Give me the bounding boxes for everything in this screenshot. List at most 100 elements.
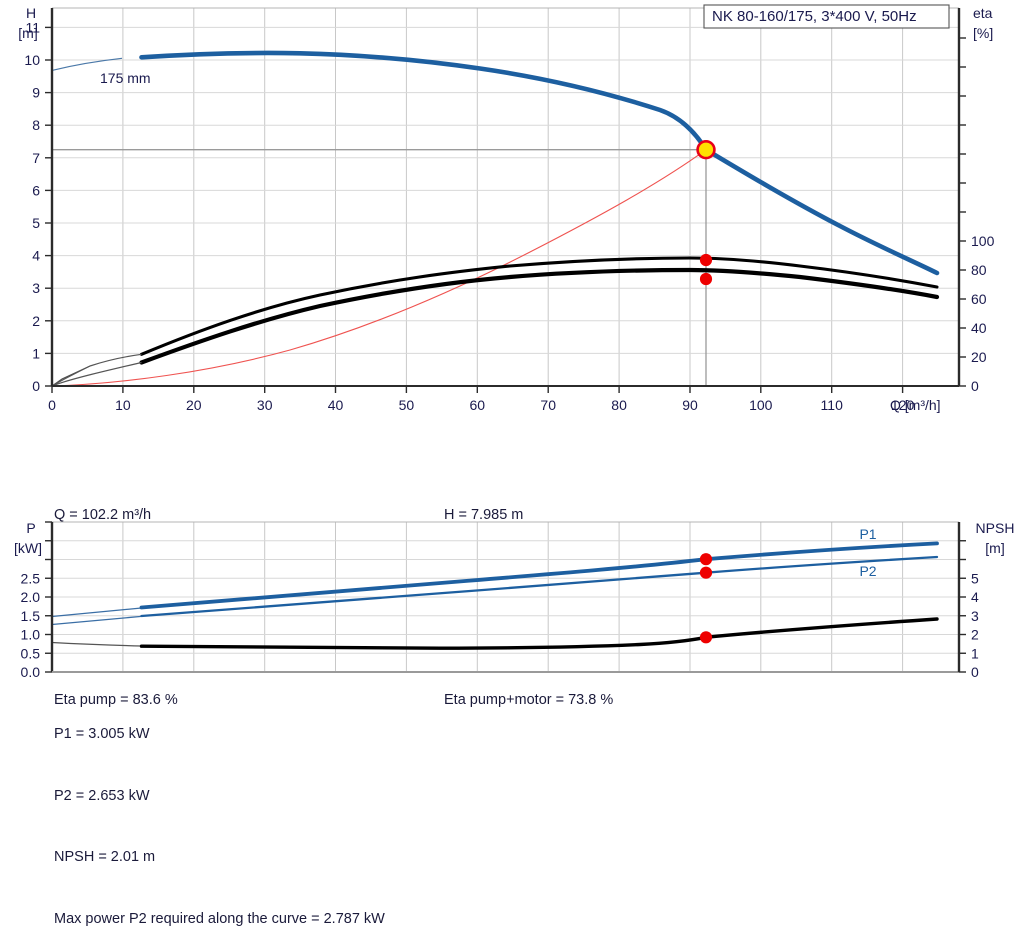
svg-text:4: 4 — [971, 589, 979, 605]
svg-text:40: 40 — [328, 397, 344, 413]
svg-text:20: 20 — [186, 397, 202, 413]
eta-pump-motor-point-marker[interactable] — [699, 272, 713, 286]
svg-text:30: 30 — [257, 397, 273, 413]
svg-text:4: 4 — [32, 248, 40, 264]
svg-text:6: 6 — [32, 182, 40, 198]
bottom-y-left-ticklabels: 0.0 0.5 1.0 1.5 2.0 2.5 — [21, 570, 41, 680]
info-npsh: NPSH = 2.01 m — [54, 849, 156, 865]
bottom-y-right-title-line1: NPSH — [976, 520, 1015, 536]
svg-text:60: 60 — [470, 397, 486, 413]
svg-text:70: 70 — [540, 397, 556, 413]
svg-text:20: 20 — [971, 349, 987, 365]
svg-text:2: 2 — [971, 627, 979, 643]
svg-text:7: 7 — [32, 150, 40, 166]
svg-text:110: 110 — [821, 397, 844, 413]
top-plot-background — [52, 8, 959, 386]
info-eta-pump: Eta pump = 83.6 % — [54, 691, 178, 708]
svg-text:2.0: 2.0 — [21, 589, 41, 605]
svg-text:5: 5 — [32, 215, 40, 231]
info-q: Q = 102.2 m³/h — [54, 507, 152, 523]
bottom-y-left-title-line1: P — [26, 520, 35, 536]
eta-pump-motor-curve — [139, 267, 940, 365]
svg-text:0: 0 — [971, 378, 979, 394]
svg-text:0: 0 — [971, 664, 979, 680]
bottom-y-left-title-line2: [kW] — [14, 540, 42, 556]
p1-point-marker[interactable] — [699, 553, 713, 566]
svg-text:90: 90 — [682, 397, 698, 413]
top-y-left-title-line1: H — [26, 5, 36, 21]
svg-text:10: 10 — [24, 52, 40, 68]
bottom-chart-svg: P1 P2 0.0 0.5 1.0 1.5 2.0 2.5 P [kW] 0 — [14, 520, 1015, 680]
bottom-y-right-title-line2: [m] — [985, 540, 1004, 556]
svg-text:50: 50 — [399, 397, 415, 413]
svg-text:2: 2 — [32, 313, 40, 329]
chart-title-label: NK 80-160/175, 3*400 V, 50Hz — [712, 8, 917, 25]
npsh-curve — [139, 617, 939, 650]
svg-text:100: 100 — [749, 397, 773, 413]
top-y-right-title-line1: eta — [973, 5, 993, 21]
svg-text:0.5: 0.5 — [21, 645, 41, 661]
svg-text:40: 40 — [971, 320, 987, 336]
info-p1: P1 = 3.005 kW — [54, 726, 150, 742]
svg-text:80: 80 — [611, 397, 627, 413]
p2-curve-extension — [51, 615, 142, 626]
top-x-axis-title: Q [m³/h] — [890, 397, 941, 413]
svg-text:5: 5 — [971, 570, 979, 586]
svg-text:120: 120 — [891, 397, 915, 413]
head-curve-extension — [51, 57, 123, 71]
top-x-ticks — [51, 386, 904, 393]
info-p2: P2 = 2.653 kW — [54, 787, 150, 804]
svg-text:10: 10 — [115, 397, 131, 413]
npsh-point-marker[interactable] — [699, 631, 713, 644]
svg-text:1.0: 1.0 — [21, 627, 41, 643]
svg-text:8: 8 — [32, 117, 40, 133]
head-efficiency-chart: 0 1 2 3 4 5 6 7 8 9 10 11 H [m] 0 20 40 … — [0, 0, 1024, 420]
top-y-right-ticklabels: 0 20 40 60 80 100 — [971, 233, 995, 394]
top-y-left-ticklabels: 0 1 2 3 4 5 6 7 8 9 10 11 — [24, 19, 40, 394]
p1-series-label: P1 — [859, 526, 876, 542]
info-eta-pump-motor: Eta pump+motor = 73.8 % — [444, 691, 614, 708]
svg-text:1: 1 — [32, 345, 40, 361]
info-h: H = 7.985 m — [444, 507, 524, 523]
svg-text:9: 9 — [32, 85, 40, 101]
info-max-power: Max power P2 required along the curve = … — [54, 910, 385, 927]
duty-point-guides — [52, 149, 707, 386]
p2-series-label: P2 — [859, 563, 876, 579]
top-y-left-ticks — [45, 26, 52, 387]
eta-pump-motor-curve-origin — [51, 361, 142, 387]
svg-text:100: 100 — [971, 233, 995, 249]
svg-text:2.5: 2.5 — [21, 570, 41, 586]
svg-text:0: 0 — [32, 378, 40, 394]
svg-text:3: 3 — [971, 608, 979, 624]
top-y-left-title-line2: [m] — [18, 25, 37, 41]
svg-text:0.0: 0.0 — [21, 664, 41, 680]
operating-data-bottom: P1 = 3.005 kW P2 = 2.653 kW NPSH = 2.01 … — [54, 683, 1014, 950]
svg-text:3: 3 — [32, 280, 40, 296]
eta-pump-point-marker[interactable] — [699, 253, 713, 267]
svg-text:11: 11 — [25, 19, 40, 35]
top-chart-svg: 0 1 2 3 4 5 6 7 8 9 10 11 H [m] 0 20 40 … — [18, 4, 995, 413]
svg-text:0: 0 — [48, 397, 56, 413]
system-curve — [51, 149, 707, 387]
bottom-y-left-ticks — [45, 521, 52, 673]
p1-curve — [139, 541, 939, 610]
svg-text:60: 60 — [971, 291, 987, 307]
power-npsh-chart: P1 P2 0.0 0.5 1.0 1.5 2.0 2.5 P [kW] 0 — [0, 515, 1024, 680]
bottom-y-right-ticklabels: 0 1 2 3 4 5 — [971, 570, 979, 680]
svg-text:80: 80 — [971, 262, 987, 278]
eta-pump-curve-extension — [89, 353, 142, 367]
bottom-y-right-ticks — [959, 540, 966, 673]
duty-point-marker[interactable] — [696, 140, 716, 160]
head-curve — [139, 50, 940, 276]
top-grid-vertical — [122, 8, 904, 386]
top-y-right-title-line2: [%] — [973, 25, 993, 41]
p2-point-marker[interactable] — [699, 566, 713, 579]
svg-text:1: 1 — [971, 645, 979, 661]
top-y-right-ticks — [959, 37, 966, 387]
npsh-curve-extension — [51, 641, 142, 647]
svg-text:1.5: 1.5 — [21, 608, 41, 624]
p1-curve-extension — [51, 607, 142, 618]
eta-pump-curve — [139, 256, 939, 356]
chart-title-box: NK 80-160/175, 3*400 V, 50Hz — [703, 4, 950, 29]
impeller-diameter-label: 175 mm — [100, 70, 151, 86]
